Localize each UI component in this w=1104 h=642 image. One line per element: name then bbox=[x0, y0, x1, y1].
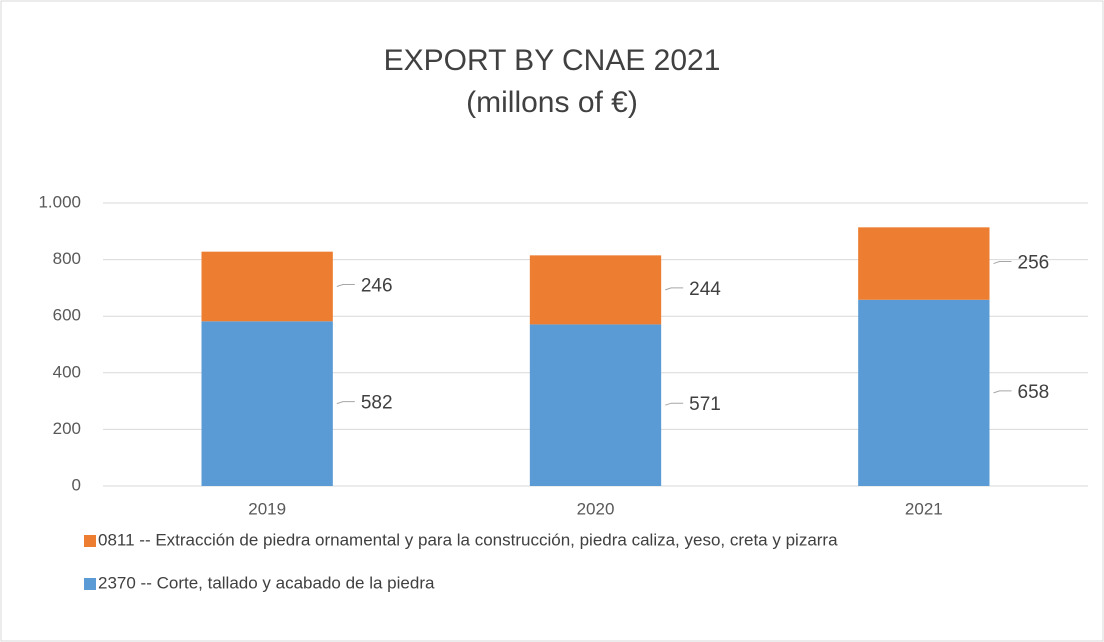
legend-swatch bbox=[84, 578, 96, 590]
bar-segment bbox=[529, 324, 662, 486]
bar-segment bbox=[858, 299, 990, 486]
leader-line bbox=[665, 402, 684, 406]
y-tick-label: 0 bbox=[72, 475, 81, 494]
y-tick-label: 800 bbox=[53, 249, 81, 268]
legend-label: 2370 -- Corte, tallado y acabado de la p… bbox=[98, 573, 435, 592]
legend-label: 0811 -- Extracción de piedra ornamental … bbox=[98, 530, 838, 549]
x-tick-label: 2021 bbox=[905, 499, 943, 518]
y-tick-label: 600 bbox=[53, 306, 81, 325]
data-label: 582 bbox=[361, 393, 393, 414]
data-label: 244 bbox=[689, 279, 721, 300]
leader-line bbox=[336, 283, 355, 287]
x-tick-label: 2019 bbox=[248, 499, 286, 518]
data-label: 246 bbox=[361, 276, 393, 297]
bar-segment bbox=[858, 227, 990, 300]
bar-segment bbox=[201, 251, 333, 322]
data-label: 571 bbox=[689, 394, 721, 415]
leader-line bbox=[993, 390, 1012, 394]
x-tick-label: 2020 bbox=[577, 499, 615, 518]
legend-swatch bbox=[84, 535, 96, 547]
bar-segment bbox=[201, 321, 333, 486]
chart-title: EXPORT BY CNAE 2021 bbox=[384, 44, 721, 77]
y-tick-label: 400 bbox=[53, 362, 81, 381]
chart-subtitle: (millons of €) bbox=[466, 86, 638, 119]
data-label: 256 bbox=[1018, 253, 1050, 274]
data-label: 658 bbox=[1018, 382, 1050, 403]
y-tick-label: 1.000 bbox=[38, 192, 81, 211]
y-tick-label: 200 bbox=[53, 419, 81, 438]
leader-line bbox=[665, 287, 684, 291]
bar-segment bbox=[529, 255, 662, 325]
leader-line bbox=[993, 261, 1012, 265]
leader-line bbox=[336, 401, 355, 405]
